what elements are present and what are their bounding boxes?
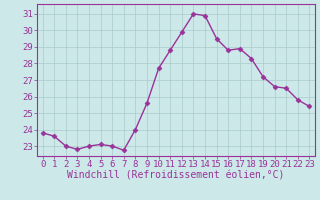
X-axis label: Windchill (Refroidissement éolien,°C): Windchill (Refroidissement éolien,°C)	[67, 171, 285, 181]
